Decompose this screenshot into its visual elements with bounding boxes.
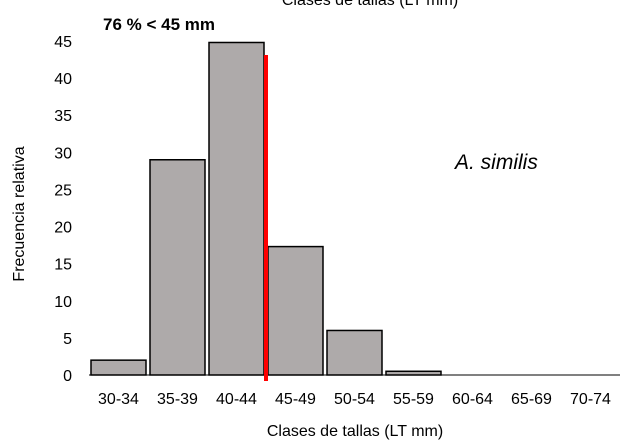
bar-50-54 — [326, 329, 383, 376]
x-tick-label: 30-34 — [98, 391, 139, 408]
x-tick-label: 65-69 — [511, 391, 552, 408]
x-tick-label: 70-74 — [570, 391, 611, 408]
bar-30-34 — [90, 359, 147, 376]
y-tick-label: 0 — [63, 368, 72, 385]
bar-55-59 — [385, 370, 442, 376]
y-tick-label: 45 — [54, 34, 72, 51]
y-tick-label: 15 — [54, 257, 72, 274]
x-tick-label: 50-54 — [334, 391, 375, 408]
x-tick-label: 55-59 — [393, 391, 434, 408]
species-label: A. similis — [453, 151, 538, 174]
x-tick-label: 60-64 — [452, 391, 493, 408]
x-axis-tick-labels: 30-34 35-39 40-44 45-49 50-54 55-59 60-64 65-69… — [98, 391, 611, 408]
y-tick-label: 5 — [63, 331, 72, 348]
x-tick-label: 45-49 — [275, 391, 316, 408]
y-tick-label: 35 — [54, 108, 72, 125]
chart-title: Clases de tallas (LT mm) — [282, 0, 458, 9]
bar-35-39 — [149, 159, 206, 376]
bar-40-44 — [208, 41, 265, 376]
y-tick-label: 10 — [54, 294, 72, 311]
y-tick-label: 40 — [54, 71, 72, 88]
y-tick-label: 30 — [54, 145, 72, 162]
y-axis-title: Frecuencia relativa — [11, 146, 28, 281]
x-tick-label: 35-39 — [157, 391, 198, 408]
bar-45-49 — [267, 245, 324, 376]
x-tick-label: 40-44 — [216, 391, 257, 408]
x-axis-title: Clases de tallas (LT mm) — [267, 423, 443, 440]
y-axis-tick-labels: 0 5 10 15 20 25 30 35 40 45 — [54, 34, 72, 385]
y-tick-label: 25 — [54, 182, 72, 199]
y-tick-label: 20 — [54, 220, 72, 237]
bars-group — [90, 41, 442, 376]
percent-annotation: 76 % < 45 mm — [103, 15, 215, 34]
